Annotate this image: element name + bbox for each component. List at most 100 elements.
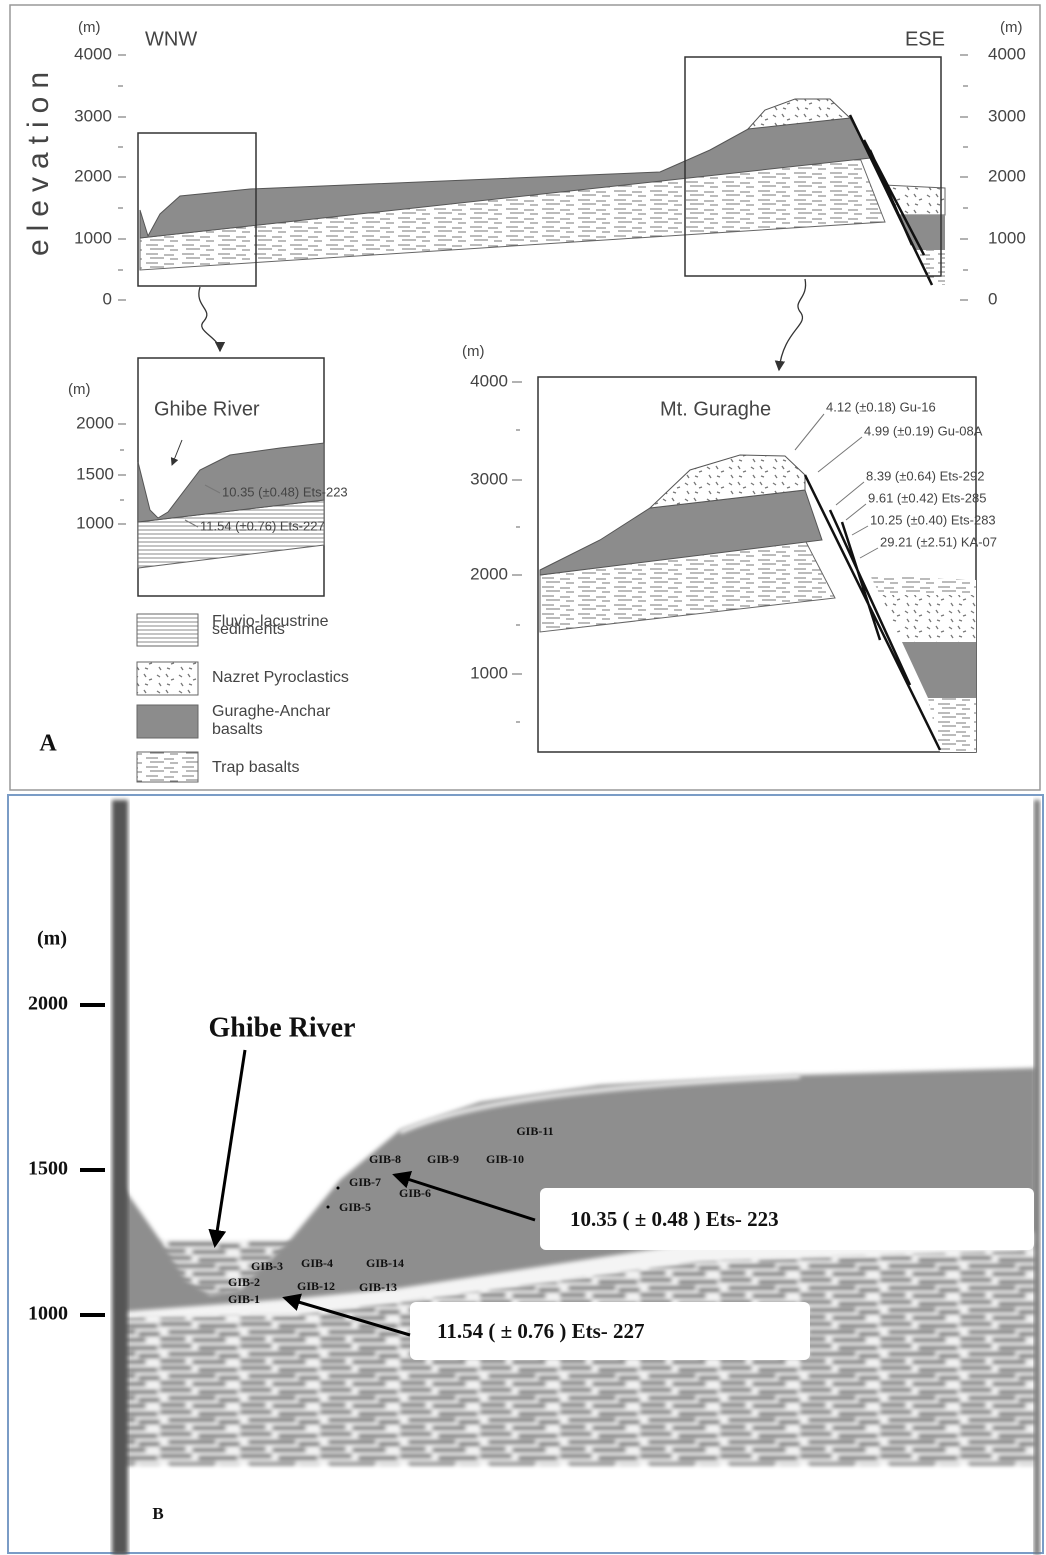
- legend-swatches-shape: [136, 751, 199, 783]
- age-label: 11.54 (±0.76) Ets-227: [200, 518, 325, 533]
- section-b-shape: [80, 1003, 105, 1317]
- sample-label: GIB-13: [359, 1280, 397, 1294]
- sample-label: GIB-7: [349, 1175, 381, 1189]
- main-section-shape: [118, 54, 126, 301]
- inset-right-shape: [794, 413, 879, 559]
- axis-title: elevation: [22, 64, 55, 256]
- tick-label: 1500: [28, 1158, 68, 1180]
- age-label: 29.21 (±2.51) KA-07: [880, 534, 997, 549]
- sample-label: GIB-2: [228, 1275, 260, 1289]
- tick-label: 1500: [76, 464, 114, 483]
- panel-label: A: [39, 731, 57, 757]
- inset-right-shape: [928, 698, 976, 752]
- legend-swatches-shape: [136, 704, 199, 739]
- tick-label: 2000: [470, 564, 508, 583]
- direction-label: ESE: [905, 28, 945, 50]
- inset-title: Ghibe River: [154, 398, 260, 420]
- tick-label: 3000: [74, 106, 112, 125]
- section-b-shape: [112, 800, 128, 1555]
- legend-label: Trap basalts: [212, 759, 299, 776]
- sample-label: GIB-9: [427, 1152, 459, 1166]
- legend-label: Guraghe-Anchar: [212, 703, 331, 720]
- sample-label: GIB-1: [228, 1292, 260, 1306]
- legend-swatches-shape: [136, 613, 199, 647]
- inset-right-shape: [512, 381, 522, 723]
- tick-label: 1000: [28, 1303, 68, 1325]
- tick-label: 0: [988, 289, 997, 308]
- panel-label: B: [152, 1504, 163, 1523]
- inset-left-shape: [118, 423, 126, 525]
- tick-label: 2000: [76, 413, 114, 432]
- legend-swatches: [136, 613, 199, 783]
- age-label: 9.61 (±0.42) Ets-285: [868, 490, 986, 505]
- age-label: 10.35 ( ± 0.48 ) Ets- 223: [570, 1207, 779, 1231]
- sample-label: GIB-10: [486, 1152, 524, 1166]
- inset-right-shape: [870, 575, 976, 595]
- inset-title: Mt. Guraghe: [660, 398, 771, 420]
- legend-label: Fluvio-lacustrine: [212, 613, 329, 630]
- inset-left: [118, 357, 325, 597]
- tick-label: 3000: [988, 106, 1026, 125]
- age-label: 4.99 (±0.19) Gu-08A: [864, 423, 983, 438]
- section-b-shape: [410, 1302, 810, 1360]
- tick-label: 2000: [28, 993, 68, 1015]
- sample-label: GIB-8: [369, 1152, 401, 1166]
- unit-label: (m): [1000, 19, 1023, 36]
- section-b-shape: [118, 1228, 1036, 1318]
- main-section-shape: [746, 98, 852, 130]
- tick-label: 4000: [988, 44, 1026, 63]
- unit-label: (m): [462, 343, 485, 360]
- inset-right-shape: [803, 474, 942, 751]
- sample-label: GIB-4: [301, 1256, 333, 1270]
- main-section-shape: [848, 114, 934, 286]
- inset-left-shape: [137, 442, 325, 523]
- direction-label: WNW: [145, 28, 197, 50]
- section-b-shape: [540, 1188, 1034, 1250]
- unit-label: (m): [78, 19, 101, 36]
- section-b-shape: [282, 1293, 411, 1337]
- section-b-shape: [208, 1049, 247, 1248]
- tick-label: 2000: [988, 166, 1026, 185]
- sample-label: GIB-3: [251, 1259, 283, 1273]
- tick-label: 1000: [988, 228, 1026, 247]
- inset-right: [512, 376, 977, 753]
- legend-label: sediments: [212, 621, 285, 638]
- tick-label: 4000: [470, 371, 508, 390]
- legend-label: Nazret Pyroclastics: [212, 669, 349, 686]
- section-b: [80, 800, 1040, 1555]
- inset-left-shape: [184, 484, 221, 528]
- tick-label: 2000: [74, 166, 112, 185]
- section-b-shape: [392, 1171, 536, 1222]
- tick-label: 1000: [470, 663, 508, 682]
- main-section-shape: [137, 132, 257, 287]
- inset-right-shape: [880, 595, 976, 642]
- age-label: 4.12 (±0.18) Gu-16: [826, 399, 936, 414]
- main-section-shape: [898, 215, 945, 250]
- main-section-shape: [960, 54, 968, 301]
- sample-label: GIB-12: [297, 1279, 335, 1293]
- main-section: [118, 54, 968, 372]
- inset-left-shape: [170, 439, 183, 466]
- sample-label: GIB-14: [366, 1256, 404, 1270]
- river-label: Ghibe River: [209, 1012, 356, 1043]
- section-b-shape: [398, 1073, 801, 1135]
- section-b-shape: [336, 1186, 340, 1190]
- tick-label: 1000: [76, 513, 114, 532]
- unit-label: (m): [37, 928, 67, 950]
- inset-right-shape: [648, 454, 806, 509]
- age-label: 10.35 (±0.48) Ets-223: [222, 484, 348, 499]
- tick-label: 0: [103, 289, 112, 308]
- sample-label: GIB-5: [339, 1200, 371, 1214]
- legend-label: basalts: [212, 721, 263, 738]
- unit-label: (m): [68, 381, 91, 398]
- main-section-shape: [774, 278, 807, 372]
- main-section-shape: [198, 286, 226, 353]
- tick-label: 3000: [470, 469, 508, 488]
- section-b-shape: [1034, 800, 1040, 1555]
- tick-label: 1000: [74, 228, 112, 247]
- sample-label: GIB-11: [516, 1124, 553, 1138]
- section-b-shape: [326, 1205, 330, 1209]
- tick-label: 4000: [74, 44, 112, 63]
- age-label: 8.39 (±0.64) Ets-292: [866, 468, 984, 483]
